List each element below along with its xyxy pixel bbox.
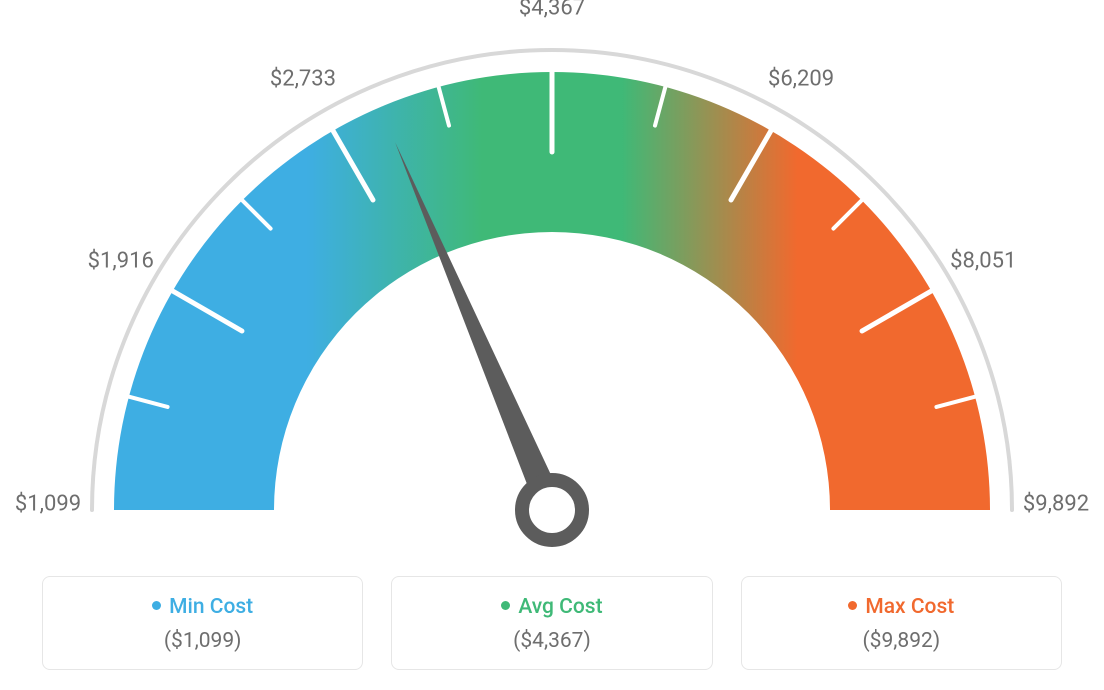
legend-dot xyxy=(501,601,510,610)
legend-title-text: Min Cost xyxy=(169,595,253,619)
legend-title-text: Max Cost xyxy=(865,595,954,619)
legend-row: Min Cost ($1,099) Avg Cost ($4,367) Max Cost… xyxy=(42,576,1062,670)
legend-dot xyxy=(152,601,161,610)
legend-title-avg: Avg Cost xyxy=(402,595,701,619)
legend-card-min: Min Cost ($1,099) xyxy=(42,576,363,670)
cost-gauge-chart: $1,099 $1,916 $2,733 $4,367 $6,209 $8,051 $9,8… xyxy=(0,0,1104,690)
legend-card-avg: Avg Cost ($4,367) xyxy=(391,576,712,670)
gauge-tick-label: $6,209 xyxy=(768,66,834,91)
gauge-area: $1,099 $1,916 $2,733 $4,367 $6,209 $8,051 $9,8… xyxy=(0,0,1104,560)
legend-title-min: Min Cost xyxy=(53,595,352,619)
legend-title-max: Max Cost xyxy=(752,595,1051,619)
legend-card-max: Max Cost ($9,892) xyxy=(741,576,1062,670)
legend-title-text: Avg Cost xyxy=(518,595,602,619)
gauge-tick-label: $2,733 xyxy=(270,66,336,91)
gauge-tick-label: $9,892 xyxy=(1023,492,1089,517)
legend-dot xyxy=(848,601,857,610)
gauge-needle-hub xyxy=(522,480,582,540)
gauge-tick-label: $1,916 xyxy=(88,248,154,273)
gauge-svg xyxy=(52,10,1052,550)
gauge-tick-label: $4,367 xyxy=(519,0,585,21)
legend-value-min: ($1,099) xyxy=(53,629,352,653)
gauge-tick-label: $8,051 xyxy=(950,248,1016,273)
legend-value-max: ($9,892) xyxy=(752,629,1051,653)
gauge-tick-label: $1,099 xyxy=(15,492,81,517)
legend-value-avg: ($4,367) xyxy=(402,629,701,653)
